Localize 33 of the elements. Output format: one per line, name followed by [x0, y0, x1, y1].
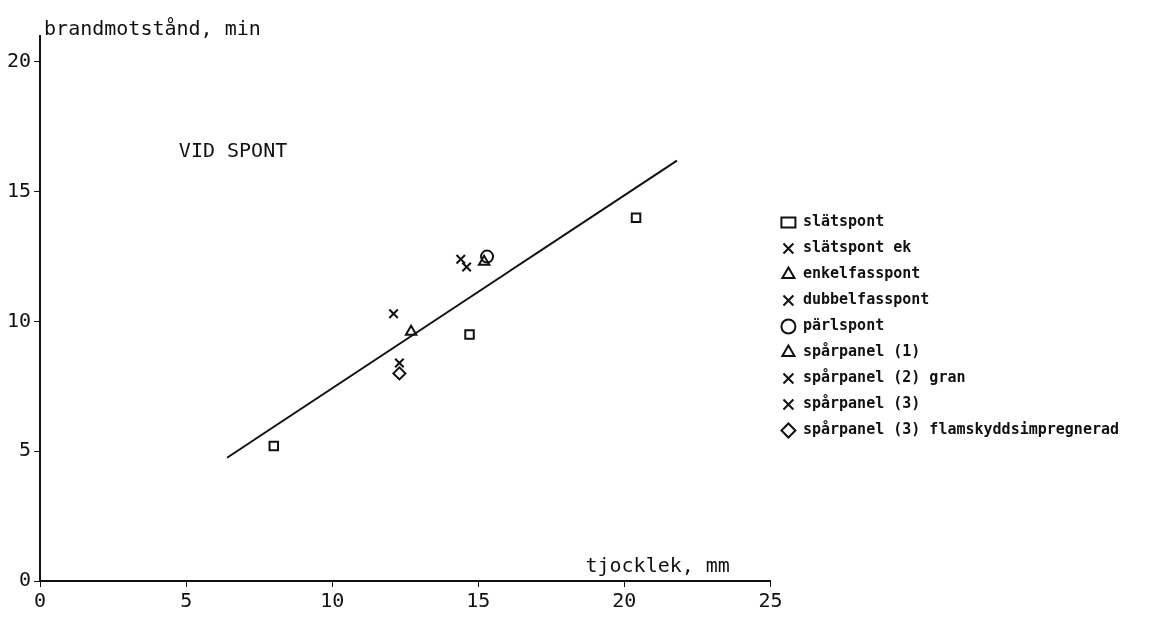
point	[480, 249, 495, 264]
x-tick-label: 5	[180, 588, 193, 613]
x-tick-label: 10	[320, 588, 345, 613]
point	[392, 366, 407, 381]
legend-label: enkelfasspont	[802, 264, 921, 283]
point	[461, 261, 472, 273]
legend-label: slätspont ek	[802, 238, 912, 257]
legend-label: dubbelfasspont	[802, 290, 930, 309]
point	[630, 212, 642, 223]
point	[477, 254, 491, 266]
legend-label: spårpanel (3)	[802, 394, 921, 413]
y-tick-label: 5	[19, 437, 32, 462]
legend-label: slätspont	[802, 212, 885, 231]
y-tick-label: 0	[19, 567, 32, 592]
point	[268, 440, 280, 452]
x-axis-title: tjocklek, mm	[585, 553, 730, 578]
legend-label: pärlspont	[802, 316, 885, 335]
y-tick-label: 20	[6, 48, 32, 73]
point	[404, 324, 418, 336]
point	[388, 308, 399, 319]
point	[464, 329, 475, 340]
y-tick-label: 10	[6, 307, 32, 332]
x-tick-label: 25	[758, 588, 783, 613]
point	[455, 253, 466, 265]
y-tick-label: 15	[6, 177, 32, 202]
legend-label: spårpanel (1)	[802, 342, 921, 361]
point	[394, 357, 405, 369]
legend-label: spårpanel (2) gran	[802, 368, 966, 387]
x-tick-label: 15	[466, 588, 491, 613]
legend-label: spårpanel (3) flamskyddsimpregnerad	[802, 420, 1119, 439]
y-axis-title: brandmotstånd, min	[44, 16, 261, 41]
x-tick-label: 20	[612, 588, 637, 613]
annotation: VID SPONT	[178, 137, 288, 162]
